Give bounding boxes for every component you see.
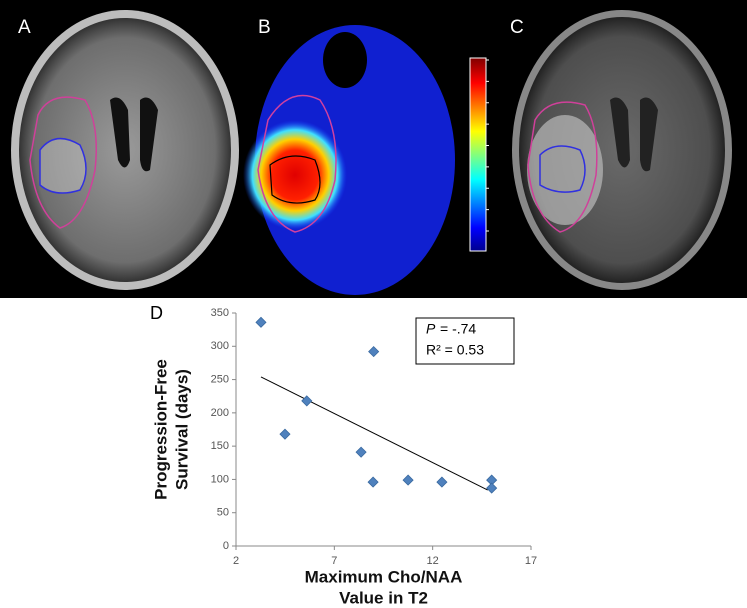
map-panel-b: B	[243, 17, 487, 295]
y-tick-label: 200	[211, 407, 229, 419]
y-tick-label: 0	[223, 540, 229, 552]
annotation-symbol: P	[426, 321, 436, 337]
x-tick-label: 17	[525, 555, 537, 567]
colorbar-label: 10	[490, 54, 502, 66]
point	[255, 316, 267, 328]
trendline	[260, 376, 488, 491]
y-tick-label: 100	[211, 473, 229, 485]
colorbar-label: 6	[490, 139, 496, 151]
point	[436, 476, 448, 488]
stats-box	[415, 317, 515, 365]
point	[279, 428, 291, 440]
y-tick-label: 150	[211, 440, 229, 452]
colorbar-label: 5	[490, 161, 496, 173]
x-tick-label: 7	[331, 555, 337, 567]
y-axis-label: Survival (days)	[172, 369, 191, 490]
annotation-r2: R² = 0.53	[426, 342, 484, 358]
point	[367, 476, 379, 488]
colorbar-label: 8	[490, 97, 496, 109]
point	[368, 346, 380, 358]
x-axis-label: Maximum Cho/NAA	[305, 567, 463, 586]
panel-label: C	[510, 17, 524, 38]
y-tick-label: 250	[211, 373, 229, 385]
point	[301, 395, 313, 407]
colorbar-label: 7	[490, 118, 496, 130]
x-tick-label: 2	[233, 555, 239, 567]
colorbar	[469, 57, 487, 252]
x-axis-label: Value in T2	[339, 588, 428, 607]
colorbar-label: 4	[490, 182, 496, 194]
y-axis-label: Progression-Free	[151, 359, 170, 500]
panel-label: B	[258, 17, 271, 38]
y-tick-label: 350	[211, 307, 229, 319]
mri-panel-a: A	[11, 10, 239, 290]
colorbar-label: 9	[490, 75, 496, 87]
panel-label: D	[150, 303, 163, 323]
colorbar-label: 2	[490, 225, 496, 237]
annotation-text: = -.74	[440, 321, 476, 337]
y-tick-label: 50	[217, 507, 229, 519]
mri-panel-c: C	[510, 10, 732, 290]
panel-label: A	[18, 17, 31, 38]
y-tick-label: 300	[211, 340, 229, 352]
point	[355, 446, 367, 458]
colorbar-label: 3	[490, 204, 496, 216]
point	[486, 482, 498, 494]
point	[402, 474, 414, 486]
x-tick-label: 12	[427, 555, 439, 567]
